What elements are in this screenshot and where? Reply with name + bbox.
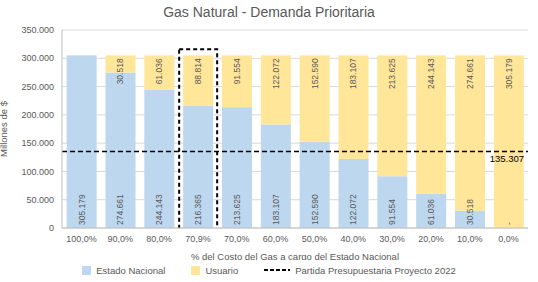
svg-text:200.000: 200.000 [21, 110, 54, 120]
svg-text:0,0%: 0,0% [498, 234, 519, 244]
svg-text:91.554: 91.554 [232, 58, 242, 84]
svg-text:135.307: 135.307 [490, 153, 524, 164]
svg-text:70,9%: 70,9% [185, 234, 211, 244]
svg-text:244.143: 244.143 [426, 58, 436, 89]
svg-text:50,0%: 50,0% [302, 234, 328, 244]
svg-text:274.661: 274.661 [465, 58, 475, 89]
svg-text:152.590: 152.590 [310, 194, 320, 225]
svg-text:244.143: 244.143 [154, 194, 164, 225]
html-text:Estado Nacional: Estado Nacional [96, 264, 166, 276]
svg-text:183.107: 183.107 [348, 58, 358, 89]
svg-text:122.072: 122.072 [271, 58, 281, 89]
svg-text:% del Costo del Gas a cargo de: % del Costo del Gas a cargo del Estado N… [191, 251, 399, 260]
svg-text:305.179: 305.179 [504, 58, 514, 89]
svg-text:0: 0 [49, 223, 54, 233]
svg-text:60,0%: 60,0% [263, 234, 289, 244]
svg-text:274.661: 274.661 [115, 194, 125, 225]
svg-text:183.107: 183.107 [271, 194, 281, 225]
svg-text:88.814: 88.814 [193, 58, 203, 84]
svg-text:122.072: 122.072 [348, 194, 358, 225]
svg-text:-: - [504, 222, 514, 225]
svg-text:10,0%: 10,0% [457, 234, 483, 244]
svg-text:20,0%: 20,0% [418, 234, 444, 244]
svg-text:30.518: 30.518 [465, 199, 475, 225]
svg-text:150.000: 150.000 [21, 138, 54, 148]
html-text:Usuario: Usuario [205, 264, 239, 276]
svg-text:Millones de $: Millones de $ [8, 100, 9, 157]
html-text:Partida Presupuestaria Proyect: Partida Presupuestaria Proyecto 2022 [295, 264, 456, 276]
svg-text:300.000: 300.000 [21, 53, 54, 63]
svg-text:50.000: 50.000 [26, 195, 54, 205]
svg-text:250.000: 250.000 [21, 82, 54, 92]
svg-text:213.625: 213.625 [232, 194, 242, 225]
svg-text:350.000: 350.000 [21, 25, 54, 35]
svg-text:91.554: 91.554 [387, 199, 397, 225]
svg-text:100.000: 100.000 [21, 167, 54, 177]
svg-text:305.179: 305.179 [77, 194, 87, 225]
svg-text:152.590: 152.590 [310, 58, 320, 89]
html-text:Gas Natural - Demanda Priorita: Gas Natural - Demanda Prioritaria [163, 4, 375, 20]
svg-text:30.518: 30.518 [115, 58, 125, 84]
svg-text:30,0%: 30,0% [379, 234, 405, 244]
svg-text:40,0%: 40,0% [340, 234, 366, 244]
svg-text:61.036: 61.036 [426, 199, 436, 225]
svg-text:80,0%: 80,0% [146, 234, 172, 244]
svg-text:61.036: 61.036 [154, 58, 164, 84]
svg-text:90,0%: 90,0% [107, 234, 133, 244]
svg-text:70,0%: 70,0% [224, 234, 250, 244]
svg-text:216.365: 216.365 [193, 194, 203, 225]
svg-text:213.625: 213.625 [387, 58, 397, 89]
svg-text:100,0%: 100,0% [66, 234, 97, 244]
